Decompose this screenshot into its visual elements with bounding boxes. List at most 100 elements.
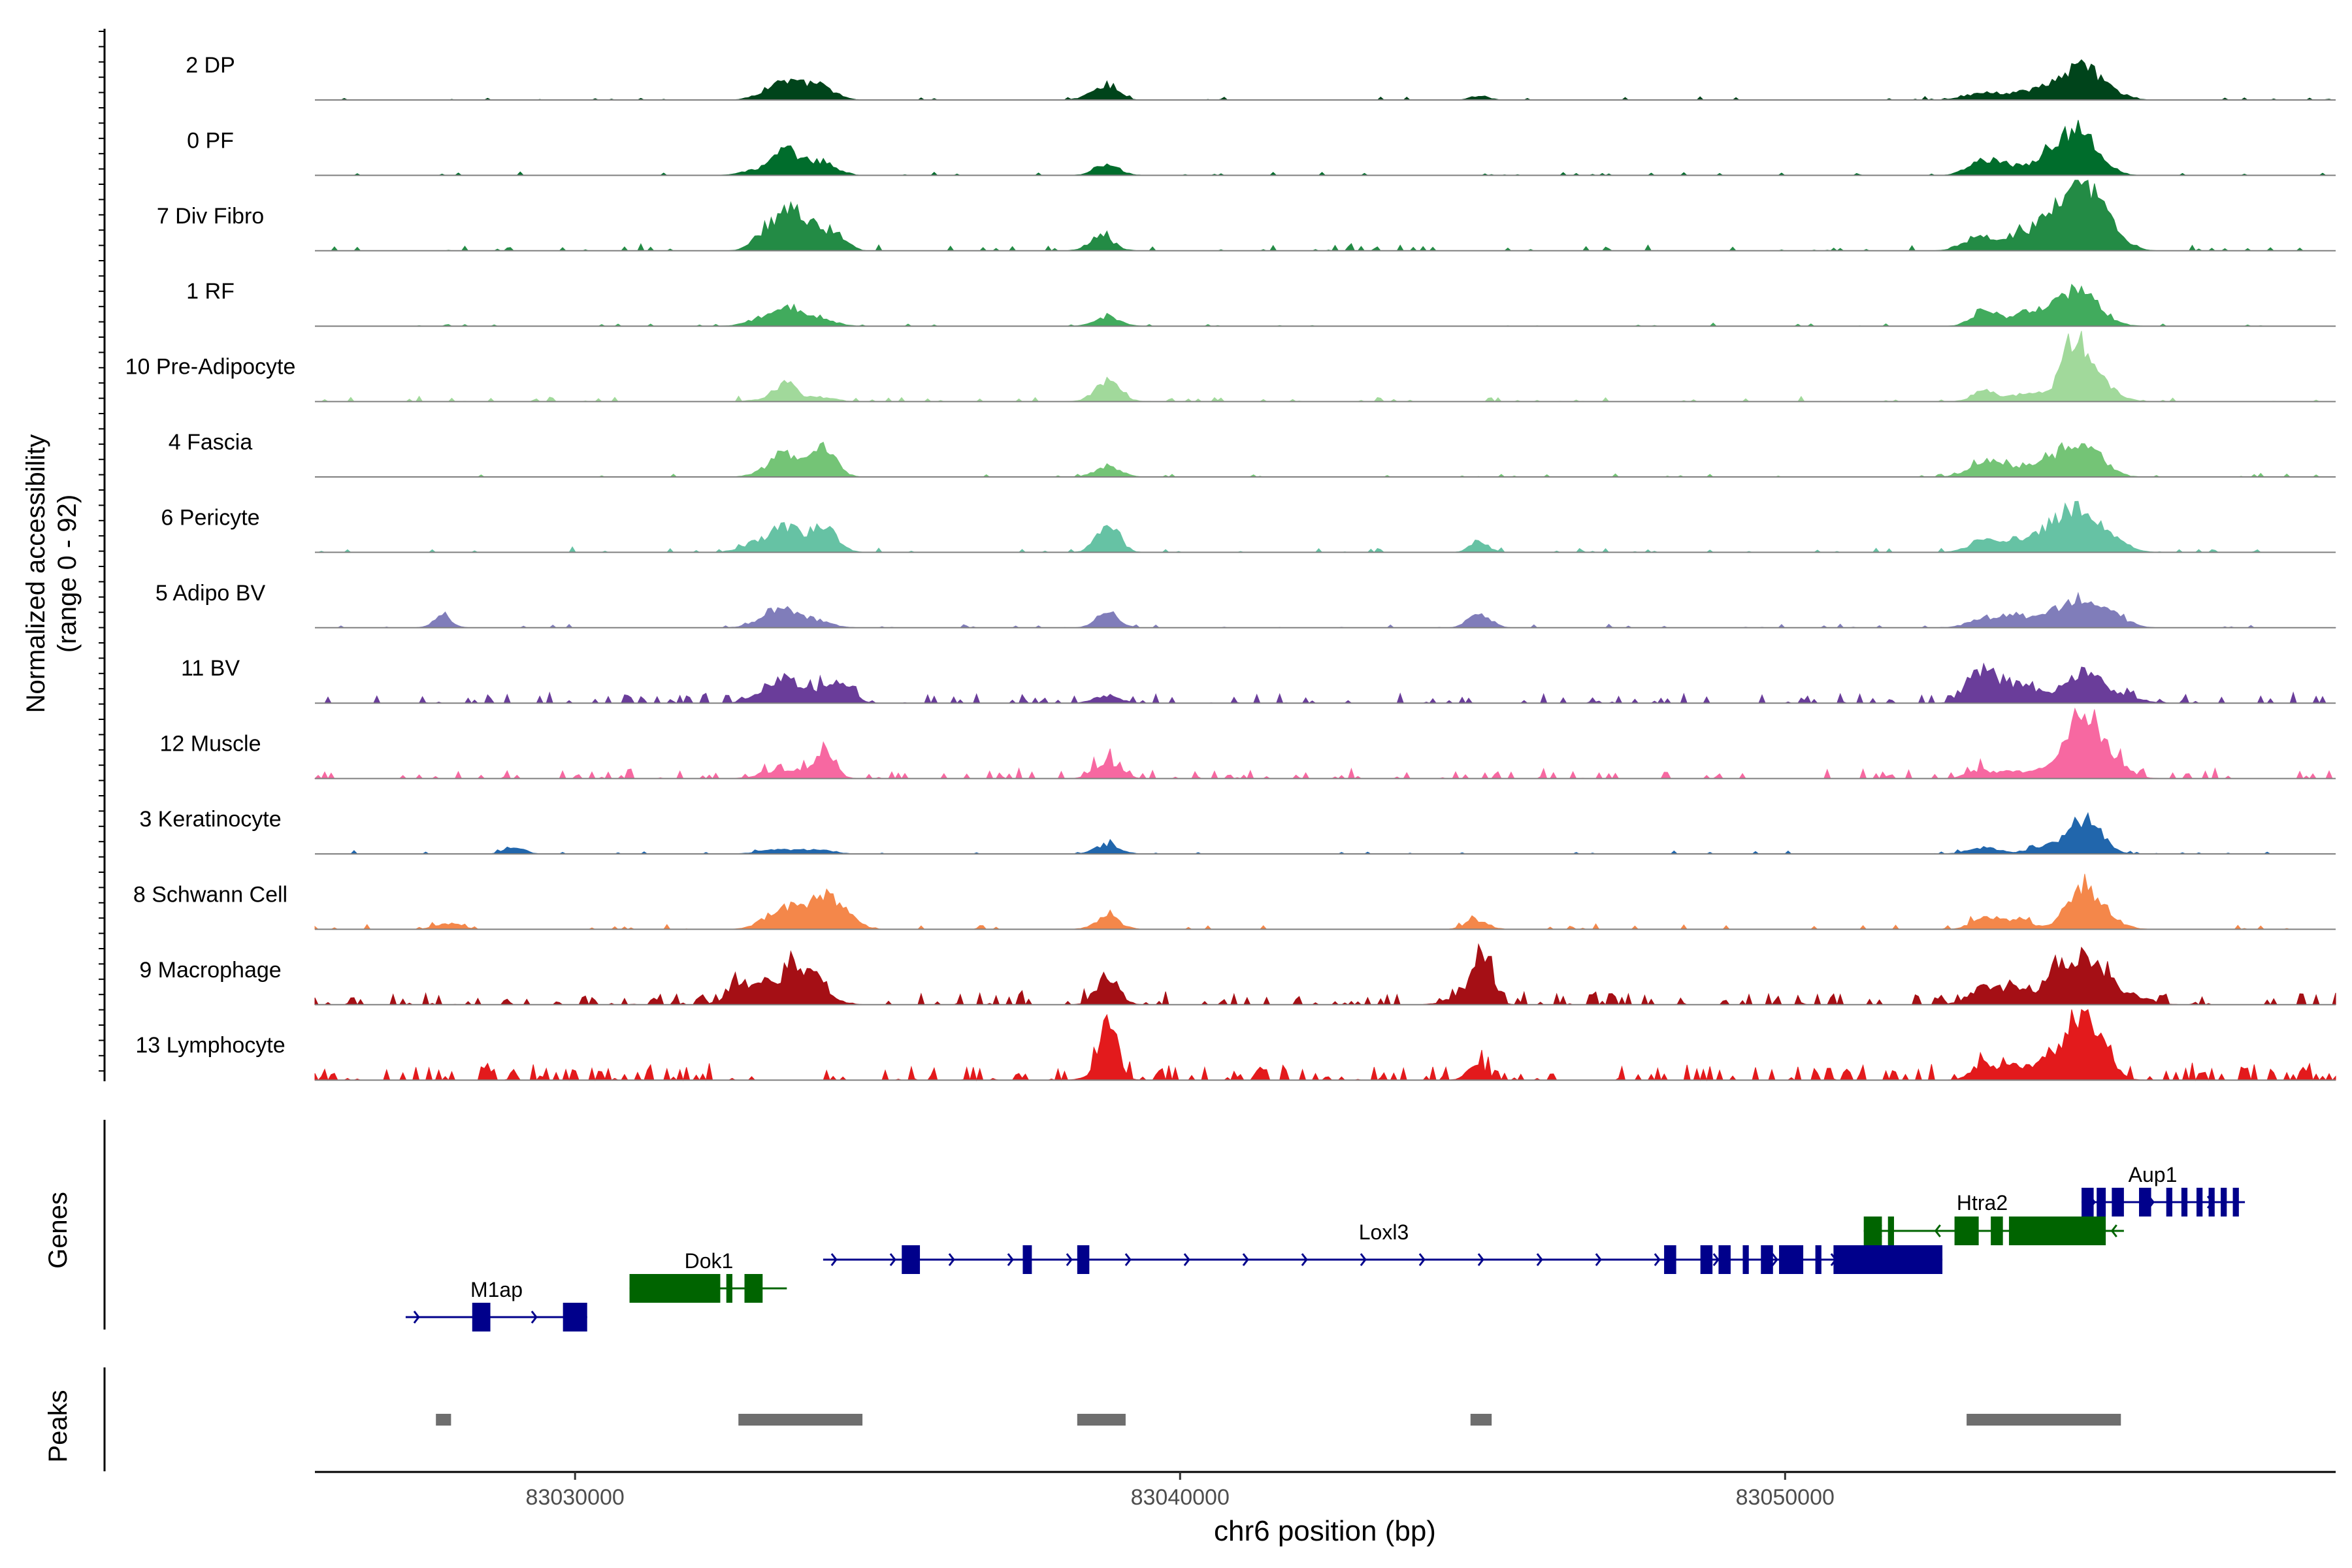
exon [1077,1245,1090,1274]
gene-label: Htra2 [1957,1191,2008,1215]
y-axis-title-line2: (range 0 - 92) [53,495,82,653]
gene-label: Loxl3 [1359,1220,1409,1244]
x-tick-label: 83040000 [1131,1485,1230,1510]
strand-arrow [889,1253,896,1266]
peak-region [1967,1414,2121,1426]
exon [2197,1188,2203,1217]
strand-arrow [1536,1253,1543,1266]
peaks-panel-label: Peaks [44,1390,73,1462]
y-axis-title-line1: Normalized accessibility [22,434,50,713]
exon [1700,1245,1713,1274]
peak-region [436,1414,451,1426]
strand-arrow [531,1311,538,1324]
track-label: 1 RF [186,279,235,304]
strand-arrow [1477,1253,1484,1266]
exon [1718,1245,1731,1274]
strand-arrow [1654,1253,1661,1266]
peak-region [738,1414,863,1426]
exon [2008,1217,2106,1245]
track-label: 3 Keratinocyte [139,807,281,832]
exon [2181,1188,2188,1217]
exon [1664,1245,1676,1274]
strand-arrow [830,1253,838,1266]
strand-arrow [1007,1253,1014,1266]
track-label: 6 Pericyte [161,505,259,530]
coverage-tracks: 2 DP 0 PF 7 Div Fibro 1 RF 10 Pre-Adipocyte 4… [99,29,2336,1082]
track-12-muscle: 12 Muscle [160,707,2336,779]
track-6-pericyte: 6 Pericyte [161,500,2336,553]
track-0-pf: 0 PF [187,120,2336,176]
coverage-area [315,59,2336,101]
strand-arrow [1066,1253,1073,1266]
strand-arrow [1595,1253,1602,1266]
track-1-rf: 1 RF [186,279,2336,327]
track-label: 2 DP [186,53,235,78]
strand-arrow [1934,1224,1941,1237]
exon [2139,1188,2151,1217]
exon [629,1274,721,1303]
track-label: 12 Muscle [160,732,261,757]
coverage-area [315,662,2336,704]
track-label: 13 Lymphocyte [135,1033,285,1058]
peak-region [1077,1414,1126,1426]
exon [2082,1188,2094,1217]
exon [2166,1188,2172,1217]
coverage-area [314,874,2336,930]
track-7-div-fibro: 7 Div Fibro [157,180,2336,252]
track-10-pre-adipocyte: 10 Pre-Adipocyte [125,331,2336,402]
strand-arrow [413,1311,420,1324]
exon [2097,1188,2106,1217]
coverage-area [315,811,2336,855]
strand-arrow [1771,1253,1778,1266]
track-13-lymphocyte: 13 Lymphocyte [135,1009,2336,1082]
exon [1887,1217,1894,1245]
track-label: 11 BV [181,656,240,681]
exon [726,1274,732,1303]
exon [744,1274,763,1303]
gene-annotation-panel: M1ap Dok1 Loxl3 Htra2 Aup1 [103,1120,2246,1331]
x-tick-label: 83030000 [526,1485,625,1510]
strand-arrow [1712,1253,1720,1266]
strand-arrow [1242,1253,1249,1266]
coverage-area [315,284,2336,327]
y-axis [99,29,106,1081]
peaks-panel [103,1367,2121,1471]
track-label: 4 Fascia [169,430,253,455]
strand-arrow [1183,1253,1190,1266]
exon [1991,1217,2003,1245]
exon [472,1303,491,1331]
x-tick-label: 83050000 [1736,1485,1835,1510]
peak-region [1470,1414,1492,1426]
strand-arrow [1301,1253,1308,1266]
exon [1815,1245,1821,1274]
exon [2221,1188,2227,1217]
exon [1742,1245,1749,1274]
gene-dok1: Dok1 [629,1249,787,1303]
gene-m1ap: M1ap [405,1278,587,1331]
coverage-area [314,707,2336,779]
gene-label: Dok1 [685,1249,734,1273]
exon [2232,1188,2239,1217]
exon [1954,1217,1979,1245]
coverage-area [314,943,2336,1006]
exon [1022,1245,1032,1274]
coverage-area [315,442,2336,478]
track-2-dp: 2 DP [186,53,2336,101]
track-label: 0 PF [187,128,234,153]
strand-arrow [948,1253,955,1266]
track-label: 8 Schwann Cell [133,882,287,907]
strand-arrow [2110,1224,2117,1237]
exon [902,1245,921,1274]
track-label: 7 Div Fibro [157,204,264,229]
strand-arrow [1418,1253,1426,1266]
exon [563,1303,587,1331]
exon [1779,1245,1804,1274]
strand-arrow [1360,1253,1367,1266]
gene-label: M1ap [470,1278,523,1301]
exon [1833,1245,1943,1274]
exon [1863,1217,1882,1245]
exon [2112,1188,2124,1217]
track-label: 10 Pre-Adipocyte [125,355,296,380]
track-4-fascia: 4 Fascia [169,430,2336,478]
